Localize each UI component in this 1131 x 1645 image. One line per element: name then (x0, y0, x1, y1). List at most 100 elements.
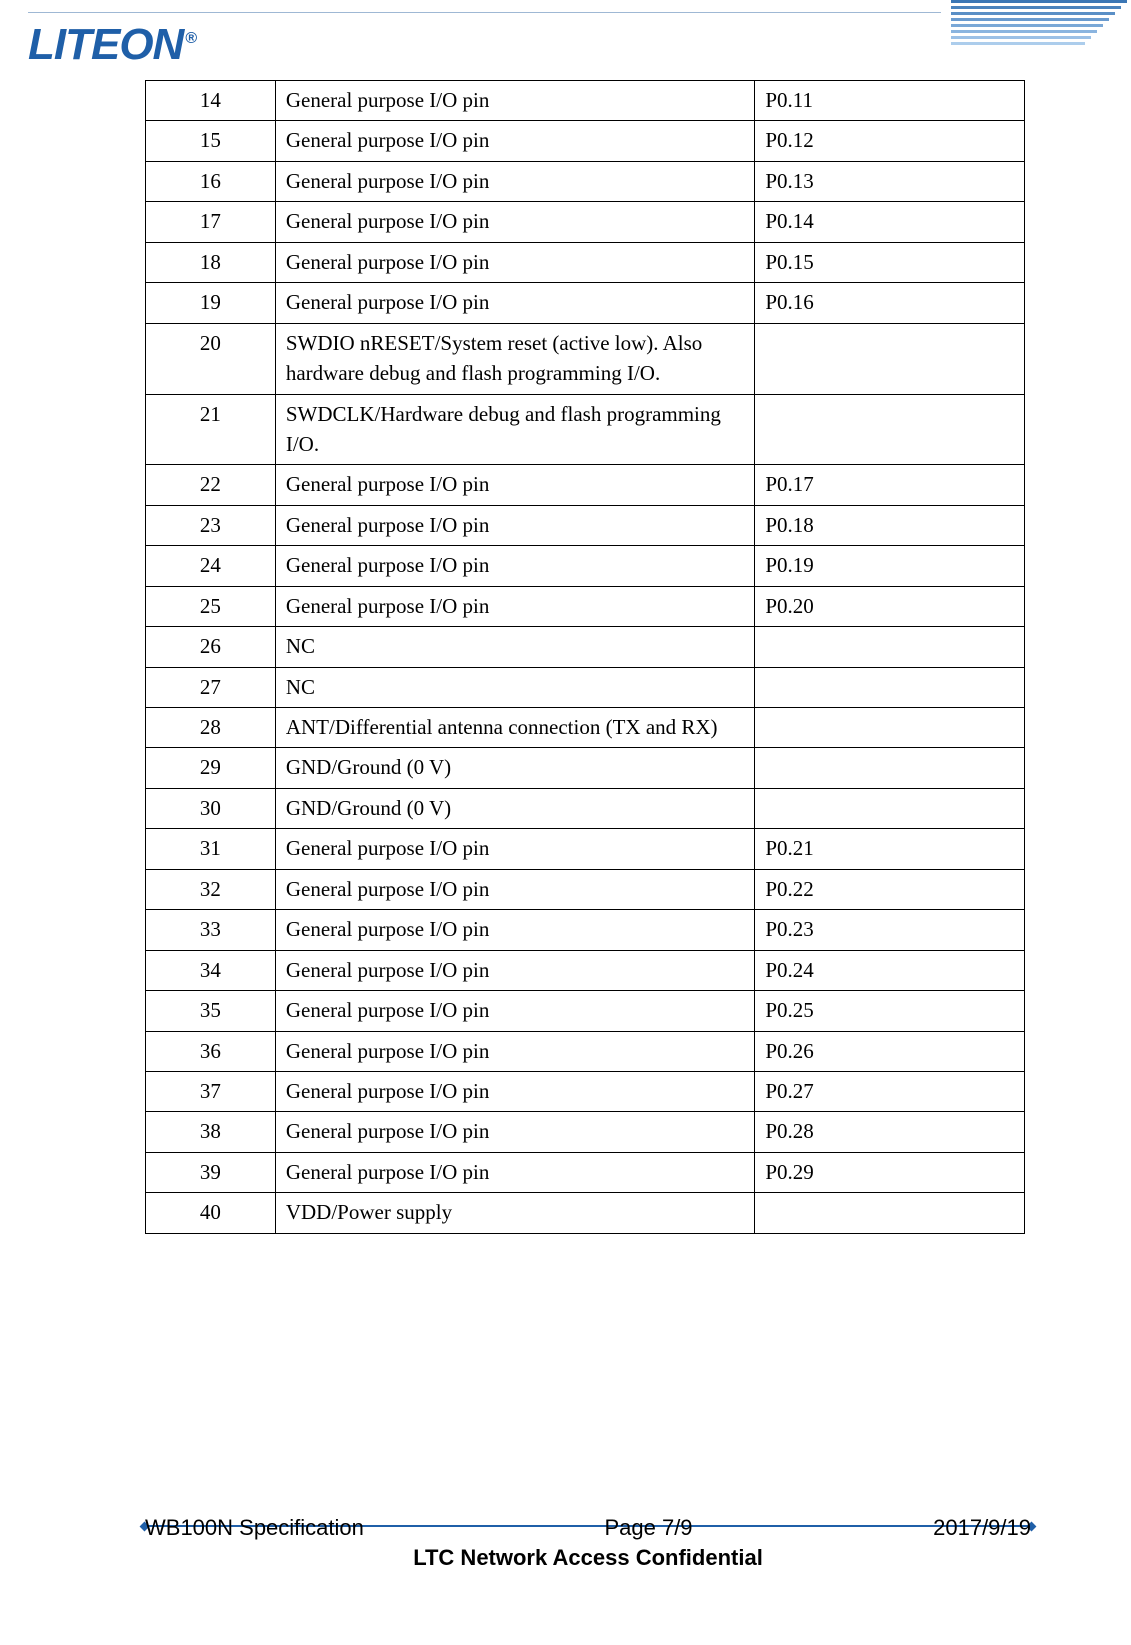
pin-description-cell: SWDCLK/Hardware debug and flash programm… (275, 394, 755, 465)
table-row: 16General purpose I/O pinP0.13 (146, 161, 1025, 201)
pin-number-cell: 25 (146, 586, 276, 626)
pin-signal-cell (755, 788, 1025, 828)
pin-signal-cell (755, 748, 1025, 788)
pin-description-cell: NC (275, 627, 755, 667)
pin-signal-cell: P0.14 (755, 202, 1025, 242)
pin-description-cell: General purpose I/O pin (275, 1071, 755, 1111)
table-row: 19General purpose I/O pinP0.16 (146, 283, 1025, 323)
pin-signal-cell: P0.25 (755, 991, 1025, 1031)
pin-number-cell: 21 (146, 394, 276, 465)
pin-signal-cell: P0.28 (755, 1112, 1025, 1152)
table-row: 31General purpose I/O pinP0.21 (146, 829, 1025, 869)
pin-table: 14General purpose I/O pinP0.1115General … (145, 80, 1025, 1234)
pin-number-cell: 15 (146, 121, 276, 161)
pin-number-cell: 39 (146, 1152, 276, 1192)
table-row: 38General purpose I/O pinP0.28 (146, 1112, 1025, 1152)
page-root: LITEON® 14General purpose I/O pinP0.1115… (0, 0, 1131, 1645)
page-footer: WB100N Specification Page 7/9 2017/9/19 … (145, 1515, 1031, 1571)
table-row: 29GND/Ground (0 V) (146, 748, 1025, 788)
pin-number-cell: 22 (146, 465, 276, 505)
table-row: 14General purpose I/O pinP0.11 (146, 81, 1025, 121)
footer-doc-title: WB100N Specification (145, 1515, 364, 1541)
pin-signal-cell: P0.13 (755, 161, 1025, 201)
table-row: 24General purpose I/O pinP0.19 (146, 546, 1025, 586)
pin-number-cell: 19 (146, 283, 276, 323)
pin-signal-cell (755, 323, 1025, 394)
table-row: 23General purpose I/O pinP0.18 (146, 505, 1025, 545)
pin-number-cell: 16 (146, 161, 276, 201)
pin-signal-cell: P0.15 (755, 242, 1025, 282)
pin-description-cell: General purpose I/O pin (275, 1112, 755, 1152)
pin-description-cell: General purpose I/O pin (275, 950, 755, 990)
pin-description-cell: General purpose I/O pin (275, 242, 755, 282)
pin-description-cell: General purpose I/O pin (275, 505, 755, 545)
pin-signal-cell: P0.23 (755, 910, 1025, 950)
pin-signal-cell: P0.26 (755, 1031, 1025, 1071)
table-row: 27NC (146, 667, 1025, 707)
table-row: 18General purpose I/O pinP0.15 (146, 242, 1025, 282)
pin-description-cell: General purpose I/O pin (275, 991, 755, 1031)
pin-signal-cell (755, 667, 1025, 707)
pin-signal-cell: P0.19 (755, 546, 1025, 586)
table-row: 30GND/Ground (0 V) (146, 788, 1025, 828)
footer-row: WB100N Specification Page 7/9 2017/9/19 (145, 1515, 1031, 1541)
pin-number-cell: 33 (146, 910, 276, 950)
table-row: 21SWDCLK/Hardware debug and flash progra… (146, 394, 1025, 465)
table-row: 28ANT/Differential antenna connection (T… (146, 708, 1025, 748)
pin-signal-cell: P0.29 (755, 1152, 1025, 1192)
footer-confidential: LTC Network Access Confidential (145, 1545, 1031, 1571)
pin-number-cell: 30 (146, 788, 276, 828)
pin-number-cell: 20 (146, 323, 276, 394)
table-row: 33General purpose I/O pinP0.23 (146, 910, 1025, 950)
pin-number-cell: 38 (146, 1112, 276, 1152)
pin-number-cell: 40 (146, 1193, 276, 1233)
pin-number-cell: 14 (146, 81, 276, 121)
pin-description-cell: General purpose I/O pin (275, 586, 755, 626)
pin-signal-cell: P0.11 (755, 81, 1025, 121)
pin-signal-cell: P0.27 (755, 1071, 1025, 1111)
pin-signal-cell: P0.18 (755, 505, 1025, 545)
pin-signal-cell: P0.21 (755, 829, 1025, 869)
pin-description-cell: General purpose I/O pin (275, 81, 755, 121)
table-row: 40VDD/Power supply (146, 1193, 1025, 1233)
pin-number-cell: 17 (146, 202, 276, 242)
table-row: 39General purpose I/O pinP0.29 (146, 1152, 1025, 1192)
pin-number-cell: 27 (146, 667, 276, 707)
footer-page-number: Page 7/9 (604, 1515, 692, 1541)
pin-signal-cell (755, 1193, 1025, 1233)
pin-description-cell: General purpose I/O pin (275, 869, 755, 909)
pin-description-cell: General purpose I/O pin (275, 1152, 755, 1192)
pin-number-cell: 35 (146, 991, 276, 1031)
table-row: 34General purpose I/O pinP0.24 (146, 950, 1025, 990)
pin-description-cell: General purpose I/O pin (275, 465, 755, 505)
pin-signal-cell: P0.12 (755, 121, 1025, 161)
pin-table-body: 14General purpose I/O pinP0.1115General … (146, 81, 1025, 1234)
pin-number-cell: 26 (146, 627, 276, 667)
pin-description-cell: General purpose I/O pin (275, 283, 755, 323)
pin-number-cell: 24 (146, 546, 276, 586)
table-row: 32General purpose I/O pinP0.22 (146, 869, 1025, 909)
table-row: 25General purpose I/O pinP0.20 (146, 586, 1025, 626)
table-row: 35General purpose I/O pinP0.25 (146, 991, 1025, 1031)
pin-signal-cell (755, 394, 1025, 465)
pin-number-cell: 32 (146, 869, 276, 909)
pin-description-cell: GND/Ground (0 V) (275, 748, 755, 788)
pin-description-cell: SWDIO nRESET/System reset (active low). … (275, 323, 755, 394)
pin-signal-cell: P0.16 (755, 283, 1025, 323)
pin-number-cell: 18 (146, 242, 276, 282)
corner-stripes-icon (951, 0, 1131, 56)
pin-description-cell: General purpose I/O pin (275, 829, 755, 869)
pin-number-cell: 23 (146, 505, 276, 545)
pin-signal-cell: P0.17 (755, 465, 1025, 505)
pin-signal-cell (755, 627, 1025, 667)
table-row: 15General purpose I/O pinP0.12 (146, 121, 1025, 161)
pin-description-cell: General purpose I/O pin (275, 121, 755, 161)
pin-signal-cell (755, 708, 1025, 748)
table-row: 37General purpose I/O pinP0.27 (146, 1071, 1025, 1111)
brand-logo: LITEON® (28, 20, 196, 70)
pin-description-cell: General purpose I/O pin (275, 202, 755, 242)
pin-description-cell: General purpose I/O pin (275, 910, 755, 950)
table-row: 26NC (146, 627, 1025, 667)
table-row: 36General purpose I/O pinP0.26 (146, 1031, 1025, 1071)
pin-description-cell: GND/Ground (0 V) (275, 788, 755, 828)
